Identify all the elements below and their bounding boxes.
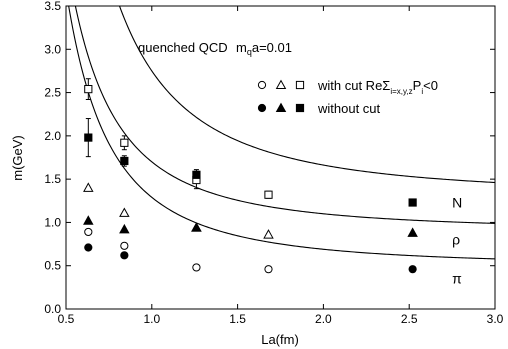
y-tick-label: 0.5: [44, 259, 61, 273]
data-point: [408, 265, 417, 274]
y-tick-label: 2.5: [44, 86, 61, 100]
annotation-title: quenched QCD mqa=0.01: [138, 40, 292, 57]
fit-curve: [74, 6, 495, 224]
data-point: [407, 227, 418, 237]
x-tick-label: 2.0: [315, 312, 332, 326]
y-tick-label: 3.0: [44, 42, 61, 56]
legend-marker-square-filled: [295, 103, 305, 113]
x-axis-label: La(fm): [261, 332, 299, 347]
data-point: [120, 241, 129, 250]
parameter-subscript: q: [247, 47, 252, 57]
chart-title: quenched QCD: [138, 40, 228, 55]
legend: with cut ReΣi=x,y,zPi<0 without cut: [257, 78, 438, 116]
data-point: [120, 251, 129, 260]
data-point: [192, 170, 201, 179]
x-tick-label: 2.5: [401, 312, 418, 326]
fit-curve: [118, 6, 495, 184]
legend-marker-triangle-open: [275, 79, 287, 90]
curve-label: ρ: [452, 232, 460, 248]
legend-markers: [257, 79, 305, 113]
data-point: [191, 222, 202, 232]
fit-curves: [68, 6, 495, 260]
data-point: [84, 133, 93, 142]
data-point: [263, 229, 274, 239]
data-point: [408, 198, 417, 207]
legend-with-cut-tail: <0: [423, 78, 438, 93]
legend-with-cut-sub2: i: [421, 87, 423, 96]
axis-ticks: 0.5 1.0 1.5 2.0 2.5 3.00.00.51.01.52.02.53.03…: [44, 0, 503, 326]
data-markers: [83, 85, 418, 274]
y-tick-label: 3.5: [44, 0, 61, 13]
legend-with-cut-mid: P: [413, 78, 422, 93]
y-tick-label: 1.0: [44, 215, 61, 229]
data-point: [84, 227, 93, 237]
data-point: [264, 265, 273, 274]
curve-label: π: [452, 271, 462, 287]
data-point: [119, 223, 130, 234]
curve-labels: Nρ π: [452, 195, 462, 287]
plot-frame: [65, 5, 496, 310]
data-point: [84, 243, 93, 252]
legend-with-cut-main: with cut ReΣ: [317, 78, 390, 93]
data-point: [192, 263, 201, 272]
legend-with-cut: with cut ReΣi=x,y,zPi<0: [317, 78, 438, 96]
y-axis-label: m(GeV): [10, 135, 25, 181]
legend-with-cut-sub1: i=x,y,z: [390, 87, 412, 96]
x-tick-label: 1.0: [143, 312, 160, 326]
y-tick-label: 1.5: [44, 172, 61, 186]
parameter-prefix: m: [236, 40, 247, 55]
legend-marker-triangle-filled: [275, 102, 287, 113]
data-point: [83, 215, 94, 225]
legend-marker-circle-open: [257, 80, 267, 90]
data-point: [119, 207, 130, 217]
curve-label: N: [452, 195, 462, 211]
data-point: [120, 138, 129, 147]
legend-marker-circle-filled: [257, 103, 267, 113]
fit-curve: [68, 6, 495, 260]
legend-without-cut: without cut: [317, 101, 381, 116]
data-point: [83, 182, 94, 192]
data-point: [120, 156, 129, 166]
parameter-label: mqa=0.01: [236, 40, 292, 57]
y-tick-label: 0.0: [44, 302, 61, 316]
x-tick-label: 1.5: [229, 312, 246, 326]
x-tick-label: 3.0: [487, 312, 504, 326]
x-tick-label: 0.5: [58, 312, 75, 326]
legend-marker-square-open: [295, 80, 305, 90]
parameter-suffix: a=0.01: [252, 40, 292, 55]
error-bars: [85, 78, 271, 199]
data-point: [84, 85, 93, 94]
data-point: [264, 190, 273, 199]
y-tick-label: 2.0: [44, 129, 61, 143]
